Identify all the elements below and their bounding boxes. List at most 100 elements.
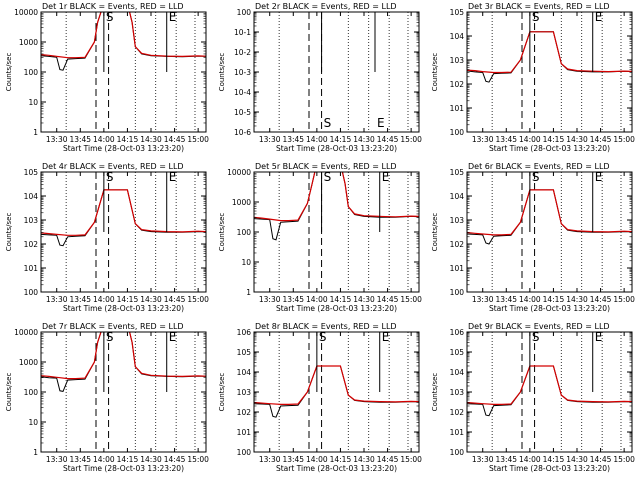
y-tick-label: 100: [237, 228, 252, 237]
x-tick-label: 15:00: [187, 295, 209, 304]
x-axis-label: Start Time (28-Oct-03 13:23:20): [276, 304, 397, 313]
panel-title: Det 4r BLACK = Events, RED = LLD: [42, 162, 184, 171]
x-tick-label: 13:30: [472, 135, 494, 144]
x-tick-label: 14:15: [117, 455, 139, 464]
chart-panel-9: S E 13:30 13:45 14:00 14:15 14:30 14:45 15:00 100…: [431, 322, 635, 473]
y-tick-label: 104: [237, 368, 252, 377]
events-series-line: [254, 365, 419, 418]
y-tick-label: 10-2: [234, 48, 251, 57]
y-tick-label: 106: [450, 328, 465, 337]
y-tick-label: 105: [24, 168, 39, 177]
y-tick-label: 103: [24, 216, 39, 225]
x-tick-label: 13:30: [472, 455, 494, 464]
x-tick-label: 14:30: [566, 455, 588, 464]
event-marker-s: S: [319, 330, 327, 344]
y-tick-label: 104: [450, 32, 465, 41]
x-tick-label: 14:00: [93, 135, 115, 144]
y-axis-label: Counts/sec: [431, 53, 439, 92]
x-tick-label: 13:45: [69, 295, 91, 304]
x-tick-label: 15:00: [613, 455, 635, 464]
x-tick-label: 14:30: [353, 455, 375, 464]
x-tick-label: 14:00: [519, 135, 541, 144]
x-tick-label: 13:45: [282, 295, 304, 304]
x-axis-label: Start Time (28-Oct-03 13:23:20): [489, 304, 610, 313]
x-tick-label: 15:00: [613, 295, 635, 304]
x-tick-label: 13:30: [472, 295, 494, 304]
y-axis-label: Counts/sec: [5, 213, 13, 252]
x-tick-label: 15:00: [187, 135, 209, 144]
x-tick-label: 13:45: [282, 135, 304, 144]
x-tick-label: 14:00: [306, 295, 328, 304]
x-tick-label: 14:15: [330, 135, 352, 144]
y-tick-label: 10-4: [234, 88, 251, 97]
event-marker-s: S: [324, 170, 332, 184]
y-tick-label: 105: [237, 348, 252, 357]
y-tick-label: 101: [237, 428, 252, 437]
event-marker-e: E: [377, 116, 385, 130]
y-tick-label: 10000: [14, 328, 38, 337]
x-tick-label: 14:30: [566, 295, 588, 304]
x-tick-label: 14:00: [306, 135, 328, 144]
x-tick-label: 14:30: [140, 135, 162, 144]
x-tick-label: 15:00: [613, 135, 635, 144]
lld-series-line: [467, 189, 632, 236]
x-tick-label: 13:45: [495, 295, 517, 304]
panel-title: Det 3r BLACK = Events, RED = LLD: [468, 2, 610, 11]
y-tick-label: 105: [450, 8, 465, 17]
y-axis-label: Counts/sec: [5, 373, 13, 412]
y-tick-label: 105: [450, 348, 465, 357]
y-tick-label: 100: [450, 448, 465, 457]
event-marker-e: E: [595, 10, 603, 24]
y-axis-label: Counts/sec: [218, 213, 226, 252]
y-tick-label: 10: [28, 98, 38, 107]
x-tick-label: 14:15: [330, 295, 352, 304]
event-marker-s: S: [532, 330, 540, 344]
x-tick-label: 14:45: [590, 295, 612, 304]
y-tick-label: 103: [450, 56, 465, 65]
lld-series-line: [41, 189, 206, 236]
plot-frame: [466, 171, 633, 293]
y-tick-label: 100: [237, 8, 252, 17]
lld-series-line: [254, 365, 419, 405]
x-tick-label: 13:30: [46, 455, 68, 464]
y-tick-label: 101: [450, 264, 465, 273]
x-tick-label: 13:45: [495, 455, 517, 464]
y-tick-label: 10000: [14, 8, 38, 17]
x-axis-label: Start Time (28-Oct-03 13:23:20): [63, 464, 184, 473]
event-marker-e: E: [169, 330, 177, 344]
event-marker-e: E: [169, 170, 177, 184]
y-tick-label: 10000: [227, 168, 251, 177]
y-tick-label: 10-3: [234, 68, 251, 77]
y-tick-label: 103: [450, 216, 465, 225]
panel-title: Det 5r BLACK = Events, RED = LLD: [255, 162, 397, 171]
chart-panel-8: S E 13:30 13:45 14:00 14:15 14:30 14:45 15:00 100…: [218, 322, 422, 473]
x-tick-label: 14:30: [353, 295, 375, 304]
y-tick-label: 1: [33, 448, 38, 457]
event-marker-s: S: [532, 170, 540, 184]
event-marker-s: S: [106, 330, 114, 344]
x-tick-label: 15:00: [400, 295, 422, 304]
lld-series-line: [467, 31, 632, 74]
y-tick-label: 10-5: [234, 108, 251, 117]
x-tick-label: 13:45: [69, 455, 91, 464]
event-marker-s: S: [532, 10, 540, 24]
x-tick-label: 13:45: [495, 135, 517, 144]
x-tick-label: 14:15: [543, 295, 565, 304]
x-tick-label: 14:15: [543, 135, 565, 144]
chart-panel-7: S E 13:30 13:45 14:00 14:15 14:30 14:45 15:00 1 10…: [5, 322, 209, 473]
x-tick-label: 13:30: [259, 455, 281, 464]
x-tick-label: 14:45: [590, 455, 612, 464]
event-marker-e: E: [595, 330, 603, 344]
y-tick-label: 104: [450, 368, 465, 377]
y-tick-label: 100: [450, 128, 465, 137]
y-tick-label: 100: [237, 448, 252, 457]
chart-panel-1: S E 13:30 13:45 14:00 14:15 14:30 14:45 15:00 1 10…: [5, 2, 209, 153]
y-tick-label: 102: [237, 408, 252, 417]
x-tick-label: 13:30: [46, 295, 68, 304]
x-tick-label: 14:00: [519, 455, 541, 464]
y-tick-label: 1: [33, 128, 38, 137]
x-tick-label: 14:15: [543, 455, 565, 464]
panel-title: Det 2r BLACK = Events, RED = LLD: [255, 2, 397, 11]
x-tick-label: 13:30: [46, 135, 68, 144]
chart-panel-2: S E 13:30 13:45 14:00 14:15 14:30 14:45 15:00 10-…: [218, 2, 422, 153]
